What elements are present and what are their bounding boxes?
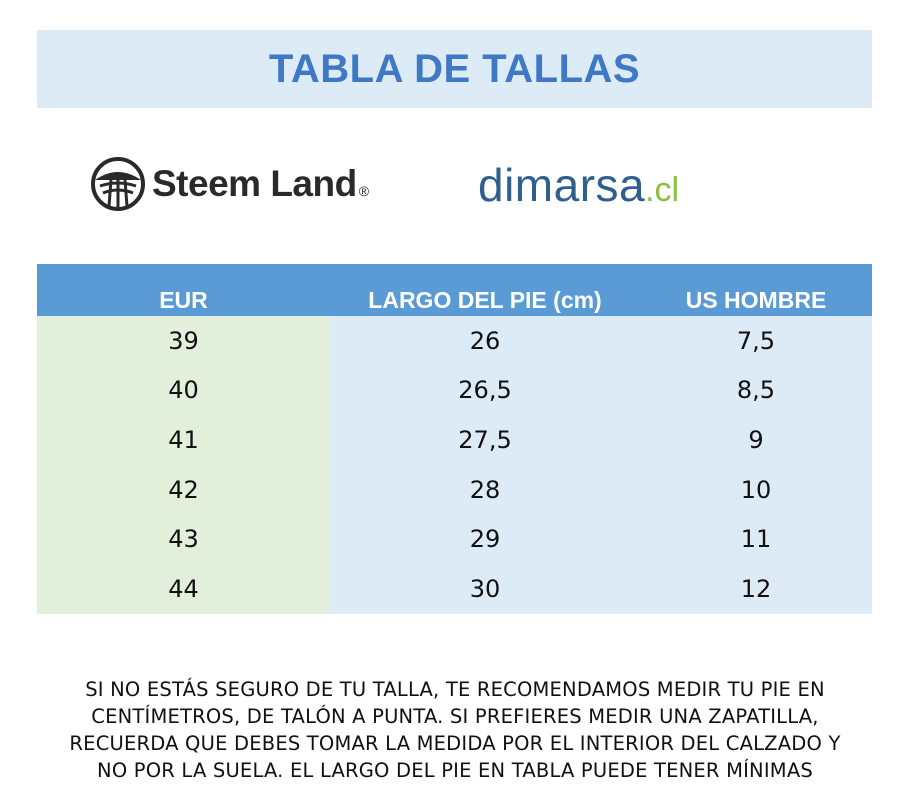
steem-land-wordmark: Steem Land xyxy=(152,163,357,204)
table-header-row: EUR LARGO DEL PIE (cm) US HOMBRE xyxy=(37,264,872,316)
cell-us-men: 10 xyxy=(640,464,872,515)
size-table: EUR LARGO DEL PIE (cm) US HOMBRE 39 26 7… xyxy=(37,264,872,614)
cell-foot-length: 29 xyxy=(330,514,640,564)
cell-eur: 39 xyxy=(37,316,330,366)
title-band: TABLA DE TALLAS xyxy=(37,30,872,108)
cell-foot-length: 27,5 xyxy=(330,415,640,465)
cell-foot-length: 26,5 xyxy=(330,365,640,416)
table-row: 40 26,5 8,5 xyxy=(37,365,872,416)
header-us-men: US HOMBRE xyxy=(640,264,872,316)
cell-us-men: 11 xyxy=(640,514,872,564)
dimarsa-domain-suffix: .cl xyxy=(645,171,680,209)
cell-eur: 40 xyxy=(37,365,330,416)
note-line: NO POR LA SUELA. EL LARGO DEL PIE EN TAB… xyxy=(97,759,813,782)
table-row: 42 28 10 xyxy=(37,464,872,515)
cell-eur: 42 xyxy=(37,464,330,515)
header-foot-length: LARGO DEL PIE (cm) xyxy=(330,264,640,316)
cell-us-men: 12 xyxy=(640,563,872,614)
cell-eur: 41 xyxy=(37,415,330,465)
steem-land-logo: Steem Land ® xyxy=(90,154,369,214)
page-title: TABLA DE TALLAS xyxy=(268,46,641,91)
dimarsa-wordmark: dimarsa xyxy=(478,159,646,211)
header-eur: EUR xyxy=(37,264,330,316)
steem-land-emblem-icon xyxy=(91,157,145,211)
cell-us-men: 7,5 xyxy=(640,316,872,366)
table-row: 41 27,5 9 xyxy=(37,415,872,465)
note-line: CENTÍMETROS, DE TALÓN A PUNTA. SI PREFIE… xyxy=(91,705,819,728)
cell-us-men: 8,5 xyxy=(640,365,872,416)
cell-us-men: 9 xyxy=(640,415,872,465)
table-row: 43 29 11 xyxy=(37,514,872,564)
table-row: 39 26 7,5 xyxy=(37,316,872,366)
dimarsa-logo: dimarsa .cl xyxy=(478,158,679,218)
sizing-note: SI NO ESTÁS SEGURO DE TU TALLA, TE RECOM… xyxy=(40,676,870,784)
cell-foot-length: 28 xyxy=(330,464,640,515)
cell-eur: 43 xyxy=(37,514,330,564)
registered-mark: ® xyxy=(358,183,370,199)
cell-foot-length: 26 xyxy=(330,316,640,366)
logos-row: Steem Land ® dimarsa .cl xyxy=(0,140,900,230)
cell-eur: 44 xyxy=(37,563,330,614)
table-row: 44 30 12 xyxy=(37,563,872,614)
cell-foot-length: 30 xyxy=(330,563,640,614)
note-line: SI NO ESTÁS SEGURO DE TU TALLA, TE RECOM… xyxy=(85,678,825,701)
note-line: RECUERDA QUE DEBES TOMAR LA MEDIDA POR E… xyxy=(69,732,841,755)
